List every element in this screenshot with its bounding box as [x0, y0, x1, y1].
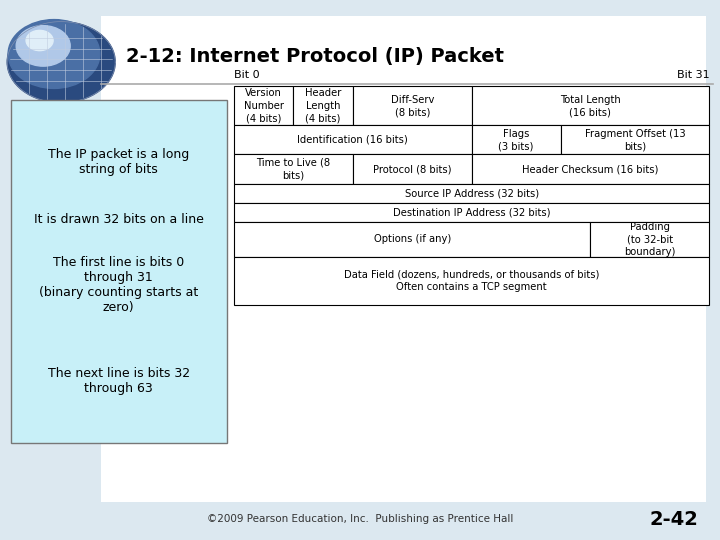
Text: Fragment Offset (13
bits): Fragment Offset (13 bits): [585, 129, 685, 151]
Bar: [101, 16, 706, 502]
Bar: [561, 125, 709, 154]
Bar: [353, 154, 472, 184]
Text: Identification (16 bits): Identification (16 bits): [297, 135, 408, 145]
Text: Data Field (dozens, hundreds, or thousands of bits)
Often contains a TCP segment: Data Field (dozens, hundreds, or thousan…: [344, 269, 599, 292]
Bar: [234, 256, 709, 305]
Text: 2-12: Internet Protocol (IP) Packet: 2-12: Internet Protocol (IP) Packet: [126, 47, 504, 66]
Text: Flags
(3 bits): Flags (3 bits): [498, 129, 534, 151]
Bar: [294, 86, 353, 125]
Bar: [234, 222, 590, 256]
Bar: [234, 125, 472, 154]
Text: The IP packet is a long
string of bits: The IP packet is a long string of bits: [48, 147, 189, 176]
Text: Options (if any): Options (if any): [374, 234, 451, 245]
Bar: [11, 100, 227, 443]
Text: Padding
(to 32-bit
boundary): Padding (to 32-bit boundary): [624, 222, 675, 257]
Circle shape: [26, 30, 53, 51]
Text: Total Length
(16 bits): Total Length (16 bits): [560, 94, 621, 117]
Text: 2-42: 2-42: [649, 510, 698, 529]
Text: ©2009 Pearson Education, Inc.  Publishing as Prentice Hall: ©2009 Pearson Education, Inc. Publishing…: [207, 515, 513, 524]
Bar: [353, 86, 472, 125]
Text: Source IP Address (32 bits): Source IP Address (32 bits): [405, 188, 539, 198]
Text: Protocol (8 bits): Protocol (8 bits): [373, 164, 451, 174]
Text: Bit 0: Bit 0: [234, 70, 260, 80]
Text: Diff-Serv
(8 bits): Diff-Serv (8 bits): [390, 94, 434, 117]
Text: Version
Number
(4 bits): Version Number (4 bits): [243, 89, 284, 123]
Bar: [234, 184, 709, 203]
Text: It is drawn 32 bits on a line: It is drawn 32 bits on a line: [34, 213, 204, 226]
Bar: [234, 86, 294, 125]
Text: Bit 31: Bit 31: [677, 70, 709, 80]
Text: Destination IP Address (32 bits): Destination IP Address (32 bits): [393, 208, 550, 218]
Circle shape: [17, 25, 71, 66]
Circle shape: [7, 22, 115, 103]
Bar: [472, 125, 561, 154]
Text: The first line is bits 0
through 31
(binary counting starts at
zero): The first line is bits 0 through 31 (bin…: [39, 256, 199, 314]
Text: Header Checksum (16 bits): Header Checksum (16 bits): [522, 164, 659, 174]
Bar: [472, 86, 709, 125]
Bar: [234, 154, 353, 184]
Bar: [472, 154, 709, 184]
Text: Time to Live (8
bits): Time to Live (8 bits): [256, 158, 330, 180]
Text: The next line is bits 32
through 63: The next line is bits 32 through 63: [48, 367, 190, 395]
Bar: [234, 203, 709, 222]
Bar: [590, 222, 709, 256]
Text: Header
Length
(4 bits): Header Length (4 bits): [305, 89, 341, 123]
Circle shape: [8, 19, 100, 89]
